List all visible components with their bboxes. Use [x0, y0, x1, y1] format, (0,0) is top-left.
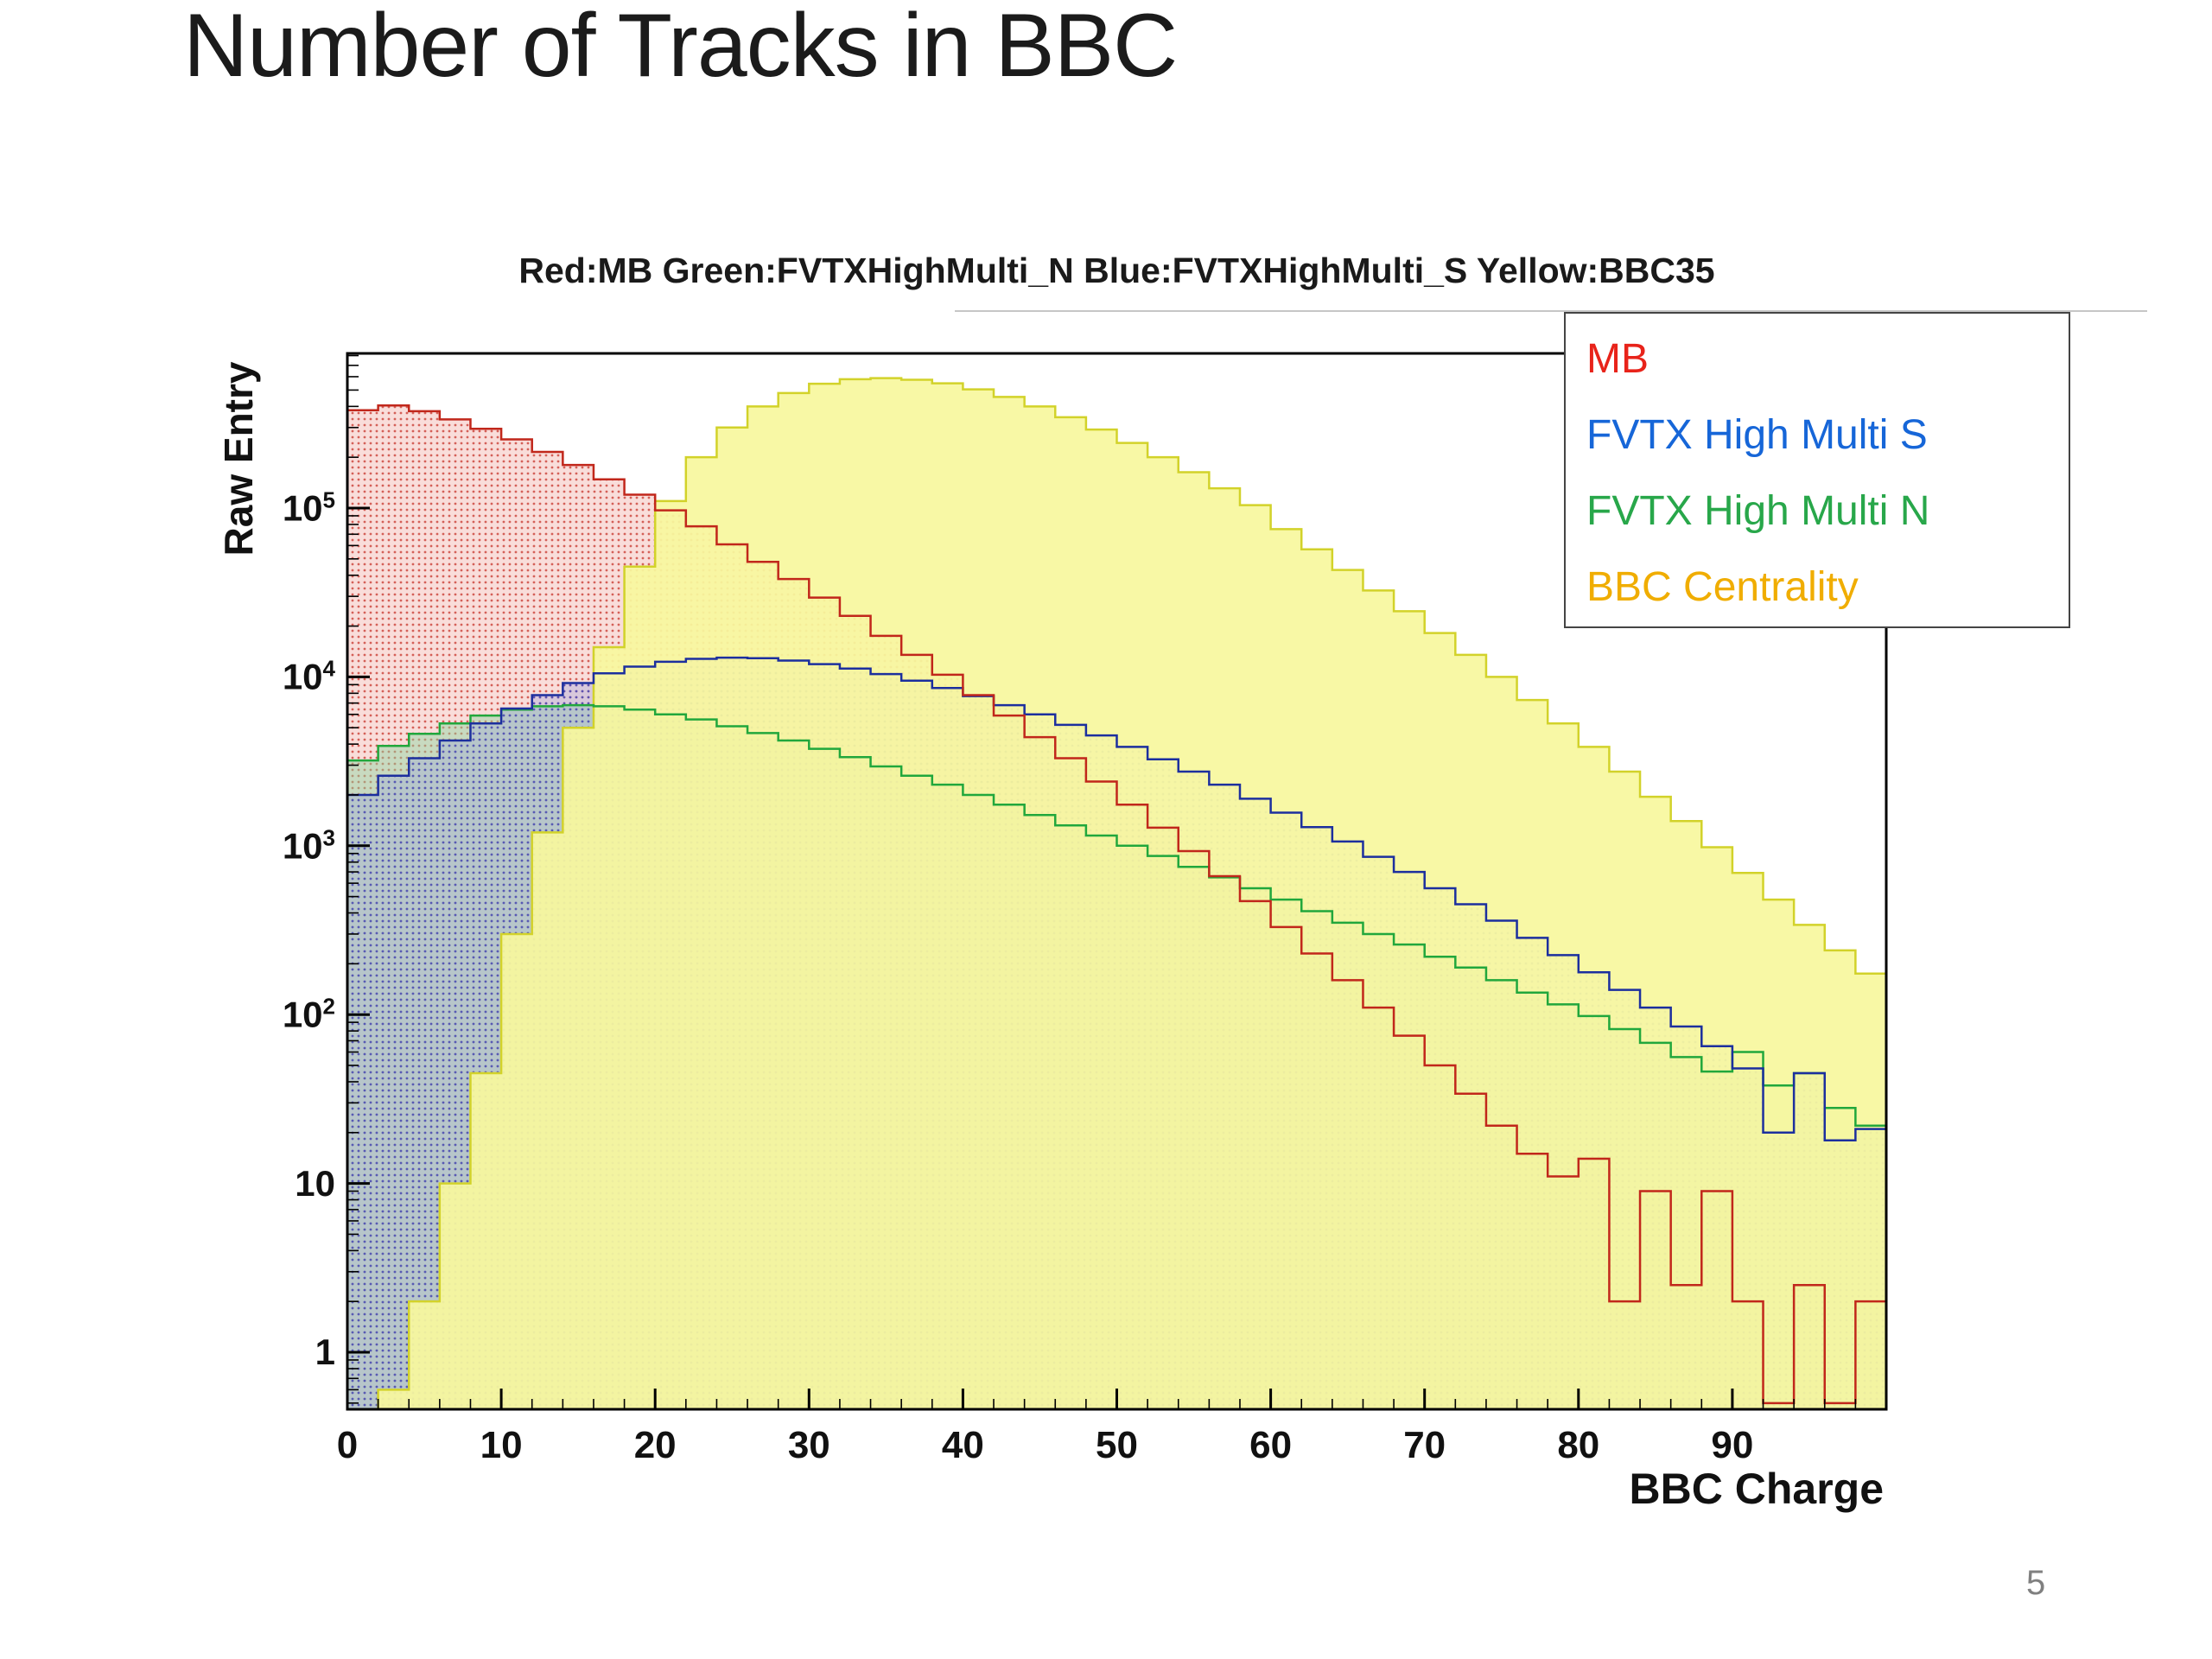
- legend-item: MB: [1586, 335, 1649, 382]
- x-tick-label: 90: [1711, 1424, 1754, 1466]
- series-line-2: [346, 703, 1888, 1409]
- y-tick-label: 1: [315, 1332, 335, 1372]
- x-tick-label: 20: [633, 1424, 677, 1466]
- y-tick-label: 105: [282, 486, 335, 529]
- y-tick-label: 102: [282, 993, 335, 1035]
- legend-item: BBC Centrality: [1586, 563, 1859, 610]
- page-title: Number of Tracks in BBC: [183, 0, 1178, 96]
- legend: MB FVTX High Multi S FVTX High Multi N BBC …: [1564, 312, 2070, 628]
- y-tick-label: 103: [282, 824, 335, 867]
- series-line-0: [346, 404, 1888, 1409]
- x-tick-label: 10: [480, 1424, 523, 1466]
- x-tick-label: 30: [787, 1424, 830, 1466]
- legend-item: FVTX High Multi S: [1586, 411, 1928, 458]
- x-tick-label: 50: [1096, 1424, 1138, 1466]
- y-axis-title: Raw Entry: [216, 361, 261, 556]
- page-number: 5: [2026, 1564, 2046, 1602]
- x-tick-label: 80: [1557, 1424, 1600, 1466]
- x-tick-label: 60: [1249, 1424, 1293, 1466]
- y-tick-label: 104: [282, 655, 335, 697]
- x-axis-title: BBC Charge: [1629, 1465, 1884, 1513]
- x-tick-label: 40: [941, 1424, 984, 1466]
- x-tick-label: 70: [1403, 1424, 1446, 1466]
- x-tick-label: 0: [336, 1424, 359, 1466]
- series-fill-3: [347, 378, 1886, 1409]
- series-line-1: [346, 656, 1888, 1409]
- legend-item: FVTX High Multi N: [1586, 487, 1930, 534]
- series-line-3: [347, 377, 1888, 1411]
- plot-title: Red:MB Green:FVTXHighMulti_N Blue:FVTXHi…: [518, 251, 1715, 290]
- y-tick-label: 10: [295, 1162, 335, 1204]
- divider-line: [955, 310, 2147, 312]
